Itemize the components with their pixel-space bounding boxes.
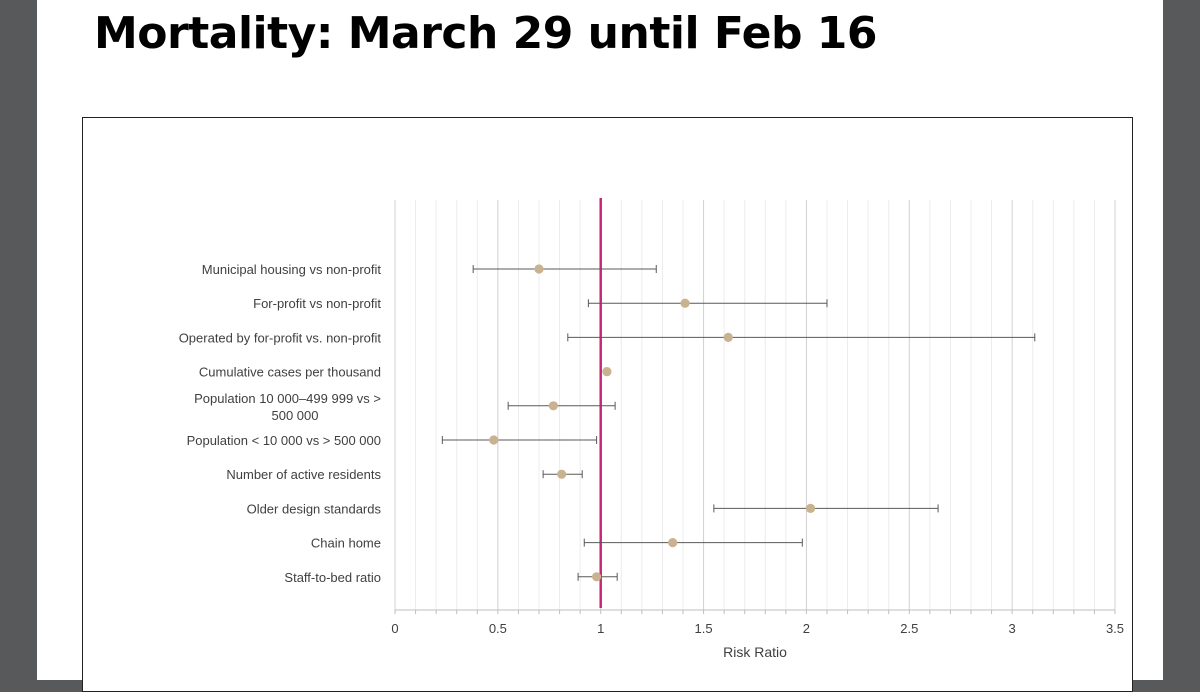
x-tick-label: 2.5 [900, 621, 918, 636]
slide-page: Mortality: March 29 until Feb 16 [37, 0, 1163, 692]
x-tick-label: 2 [803, 621, 810, 636]
row-label: Municipal housing vs non-profit [202, 262, 382, 277]
x-tick-label: 0.5 [489, 621, 507, 636]
row-label: Staff-to-bed ratio [284, 570, 381, 585]
point-estimate [557, 469, 567, 479]
row-label: Number of active residents [226, 467, 381, 482]
point-estimate [548, 401, 559, 411]
x-axis-label: Risk Ratio [723, 644, 787, 660]
chart-frame [82, 117, 1133, 692]
row-label: Population 10 000–499 999 vs > [194, 391, 381, 406]
point-estimate [489, 435, 499, 445]
point-estimate [668, 538, 678, 548]
row-label: 500 000 [272, 408, 319, 423]
point-estimate [602, 367, 612, 377]
row-label: Older design standards [247, 501, 382, 516]
x-tick-label: 3.5 [1106, 621, 1124, 636]
x-tick-label: 3 [1009, 621, 1016, 636]
point-estimate [534, 264, 544, 274]
page-title: Mortality: March 29 until Feb 16 [94, 8, 878, 59]
point-estimate [680, 298, 690, 308]
row-label: Population < 10 000 vs > 500 000 [187, 433, 381, 448]
row-label: Cumulative cases per thousand [199, 365, 381, 380]
point-estimate [592, 572, 602, 582]
row-label: Operated by for-profit vs. non-profit [179, 330, 382, 345]
row-label: Chain home [311, 536, 381, 551]
x-tick-label: 0 [391, 621, 398, 636]
x-tick-label: 1.5 [695, 621, 713, 636]
point-estimate [723, 332, 733, 342]
point-estimate [805, 503, 816, 513]
row-label: For-profit vs non-profit [253, 296, 381, 311]
x-tick-label: 1 [597, 621, 604, 636]
